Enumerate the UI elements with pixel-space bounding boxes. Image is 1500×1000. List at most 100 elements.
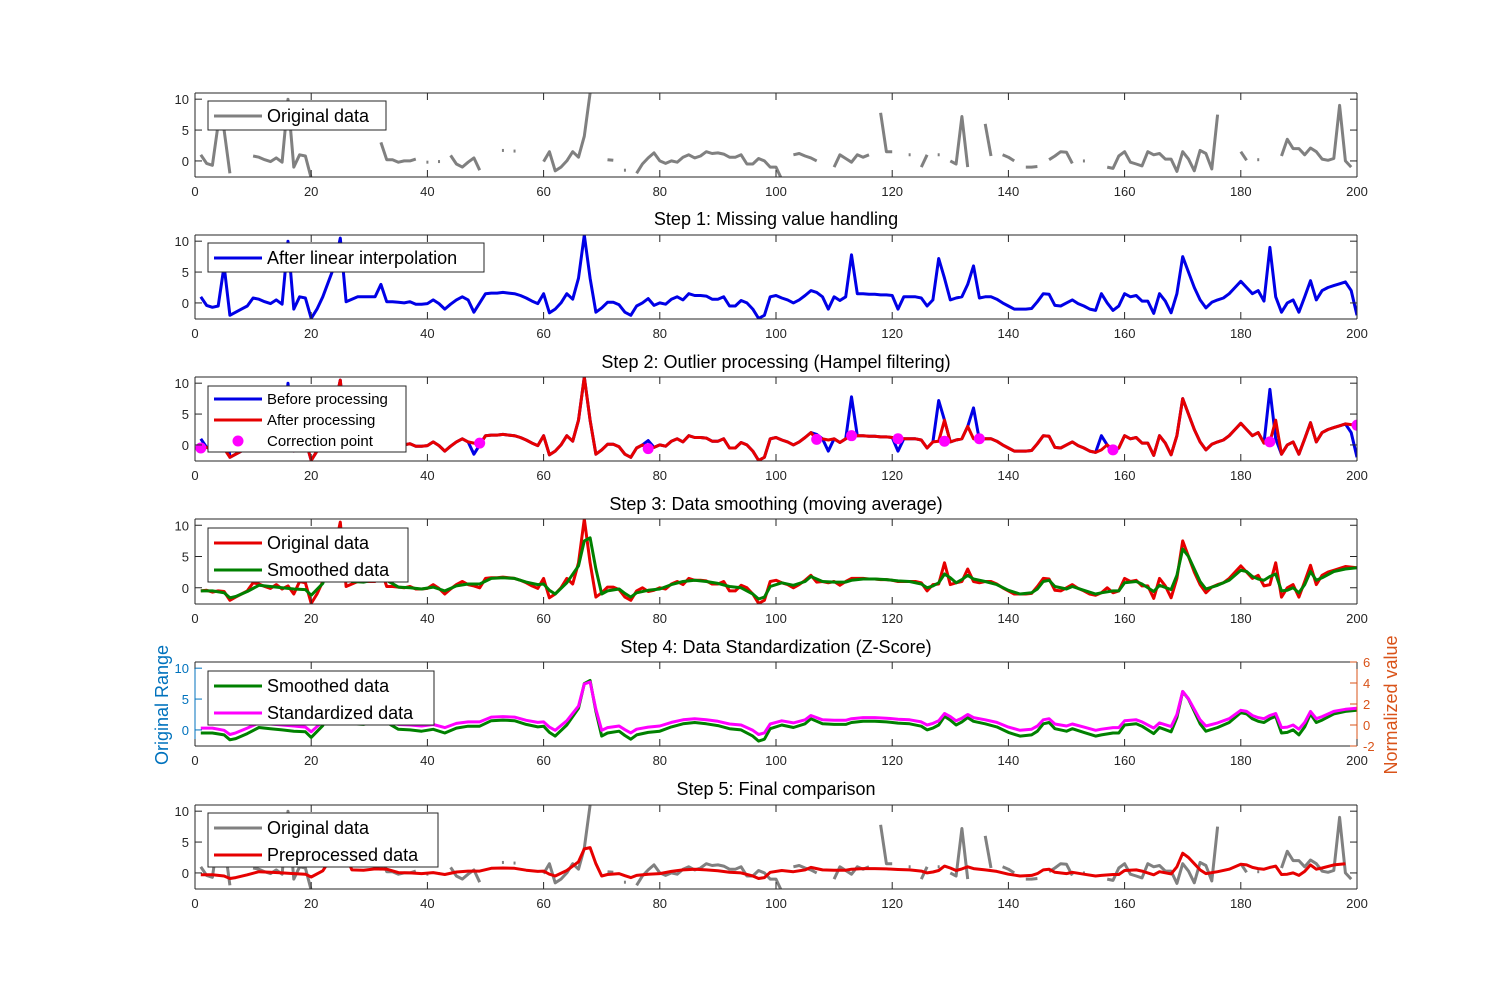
correction-point-3	[811, 433, 823, 445]
x-tick-label-1-40: 40	[420, 326, 434, 341]
x-tick-label-2-60: 60	[536, 468, 550, 483]
legend-label-interpolated: After linear interpolation	[267, 248, 457, 268]
panel-4-right-axis-label: Normalized value	[1381, 635, 1401, 774]
series-0-segment-8	[542, 93, 592, 173]
panel-4-title: Step 4: Data Standardization (Z-Score)	[620, 637, 931, 657]
correction-point-4	[846, 430, 858, 442]
correction-point-8	[1107, 444, 1119, 456]
legend-label-hampel: Original data	[267, 533, 370, 553]
x-tick-label-0-100: 100	[765, 184, 787, 199]
y-tick-label-3-0: 0	[182, 581, 189, 596]
y-right-tick-label-4-0: 0	[1363, 718, 1370, 733]
x-tick-label-0-200: 200	[1346, 184, 1368, 199]
legend-label-original: Original data	[267, 106, 370, 126]
x-tick-label-3-120: 120	[881, 611, 903, 626]
y-tick-label-0-10: 10	[175, 92, 189, 107]
y-tick-label-2-10: 10	[175, 376, 189, 391]
x-tick-label-4-160: 160	[1114, 753, 1136, 768]
x-tick-label-4-20: 20	[304, 753, 318, 768]
legend-label-standardized: Standardized data	[267, 703, 414, 723]
x-tick-label-2-180: 180	[1230, 468, 1252, 483]
plot-lines-3	[200, 519, 1357, 604]
series-0-segment-0	[199, 235, 1357, 319]
x-tick-label-3-160: 160	[1114, 611, 1136, 626]
legend-label-original-5: Original data	[267, 818, 370, 838]
x-tick-label-4-0: 0	[191, 753, 198, 768]
y-tick-label-1-10: 10	[175, 234, 189, 249]
x-tick-label-5-20: 20	[304, 896, 318, 911]
series-0-segment-0	[200, 519, 1357, 604]
series-0-segment-19	[983, 835, 993, 869]
plot-lines-0	[199, 93, 1353, 177]
x-tick-label-1-100: 100	[765, 326, 787, 341]
series-0-segment-20	[1002, 153, 1016, 163]
y-tick-label-4-10: 10	[175, 661, 189, 676]
series-0-segment-14	[879, 824, 893, 866]
legend-label-after: After processing	[267, 412, 375, 429]
x-tick-label-4-80: 80	[653, 753, 667, 768]
x-tick-label-1-180: 180	[1230, 326, 1252, 341]
x-tick-label-1-80: 80	[653, 326, 667, 341]
y-tick-label-1-5: 5	[182, 265, 189, 280]
y-right-tick-label-4-4: 4	[1363, 676, 1370, 691]
correction-point-1	[474, 437, 486, 449]
x-tick-label-1-60: 60	[536, 326, 550, 341]
series-0-segment-11	[635, 150, 783, 177]
x-tick-label-3-0: 0	[191, 611, 198, 626]
x-tick-label-4-100: 100	[765, 753, 787, 768]
y-tick-label-4-0: 0	[182, 723, 189, 738]
x-tick-label-5-40: 40	[420, 896, 434, 911]
series-0-segment-2	[379, 141, 417, 164]
series-0-segment-24	[1106, 114, 1220, 173]
series-0-segment-27	[1280, 103, 1353, 169]
series-0-segment-14	[879, 112, 893, 154]
panel-0-legend: Original data	[207, 100, 387, 131]
y-right-tick-label-4--2: -2	[1363, 739, 1375, 754]
y-tick-label-0-5: 5	[182, 123, 189, 138]
correction-point-0	[195, 442, 207, 454]
x-tick-label-3-100: 100	[765, 611, 787, 626]
panel-5-title: Step 5: Final comparison	[676, 779, 875, 799]
panel-2-legend: Before processing After processing Corre…	[207, 385, 407, 453]
series-0-segment-9	[607, 158, 614, 162]
panel-3-title: Step 3: Data smoothing (moving average)	[609, 494, 942, 514]
x-tick-label-5-120: 120	[881, 896, 903, 911]
x-tick-label-5-100: 100	[765, 896, 787, 911]
y-tick-label-5-5: 5	[182, 835, 189, 850]
x-tick-label-3-40: 40	[420, 611, 434, 626]
legend-label-preprocessed: Preprocessed data	[267, 845, 419, 865]
series-0-segment-0	[199, 122, 232, 174]
y-tick-label-0-0: 0	[182, 154, 189, 169]
correction-point-2	[642, 443, 654, 455]
x-tick-label-0-120: 120	[881, 184, 903, 199]
series-0-segment-1	[252, 97, 313, 177]
series-0-segment-19	[983, 123, 993, 157]
panel-3-legend: Original data Smoothed data	[207, 527, 409, 583]
x-tick-label-5-80: 80	[653, 896, 667, 911]
x-tick-label-1-0: 0	[191, 326, 198, 341]
x-tick-label-3-180: 180	[1230, 611, 1252, 626]
series-0-segment-12	[793, 152, 818, 163]
x-tick-label-3-200: 200	[1346, 611, 1368, 626]
x-tick-label-2-160: 160	[1114, 468, 1136, 483]
x-tick-label-1-20: 20	[304, 326, 318, 341]
series-0-segment-18	[949, 115, 970, 168]
x-tick-label-5-180: 180	[1230, 896, 1252, 911]
series-0-segment-12	[793, 864, 818, 875]
x-tick-label-4-60: 60	[536, 753, 550, 768]
legend-label-correction: Correction point	[267, 433, 374, 450]
series-0-segment-9	[607, 870, 614, 874]
y-tick-label-2-5: 5	[182, 407, 189, 422]
x-tick-label-2-140: 140	[998, 468, 1020, 483]
x-tick-label-0-140: 140	[998, 184, 1020, 199]
x-tick-label-2-120: 120	[881, 468, 903, 483]
series-0-segment-13	[832, 153, 870, 168]
series-1-segment-0	[200, 673, 1357, 736]
correction-point-9	[1264, 436, 1276, 448]
panel-0-original-data: 0 20 40 60 80 100 120 140 160 180 200 0 5 10	[175, 92, 1368, 199]
series-1-segment-0	[200, 841, 1346, 880]
y-tick-label-5-10: 10	[175, 804, 189, 819]
x-tick-label-2-100: 100	[765, 468, 787, 483]
series-0-segment-21	[1025, 877, 1038, 881]
correction-point-10	[1351, 419, 1357, 431]
